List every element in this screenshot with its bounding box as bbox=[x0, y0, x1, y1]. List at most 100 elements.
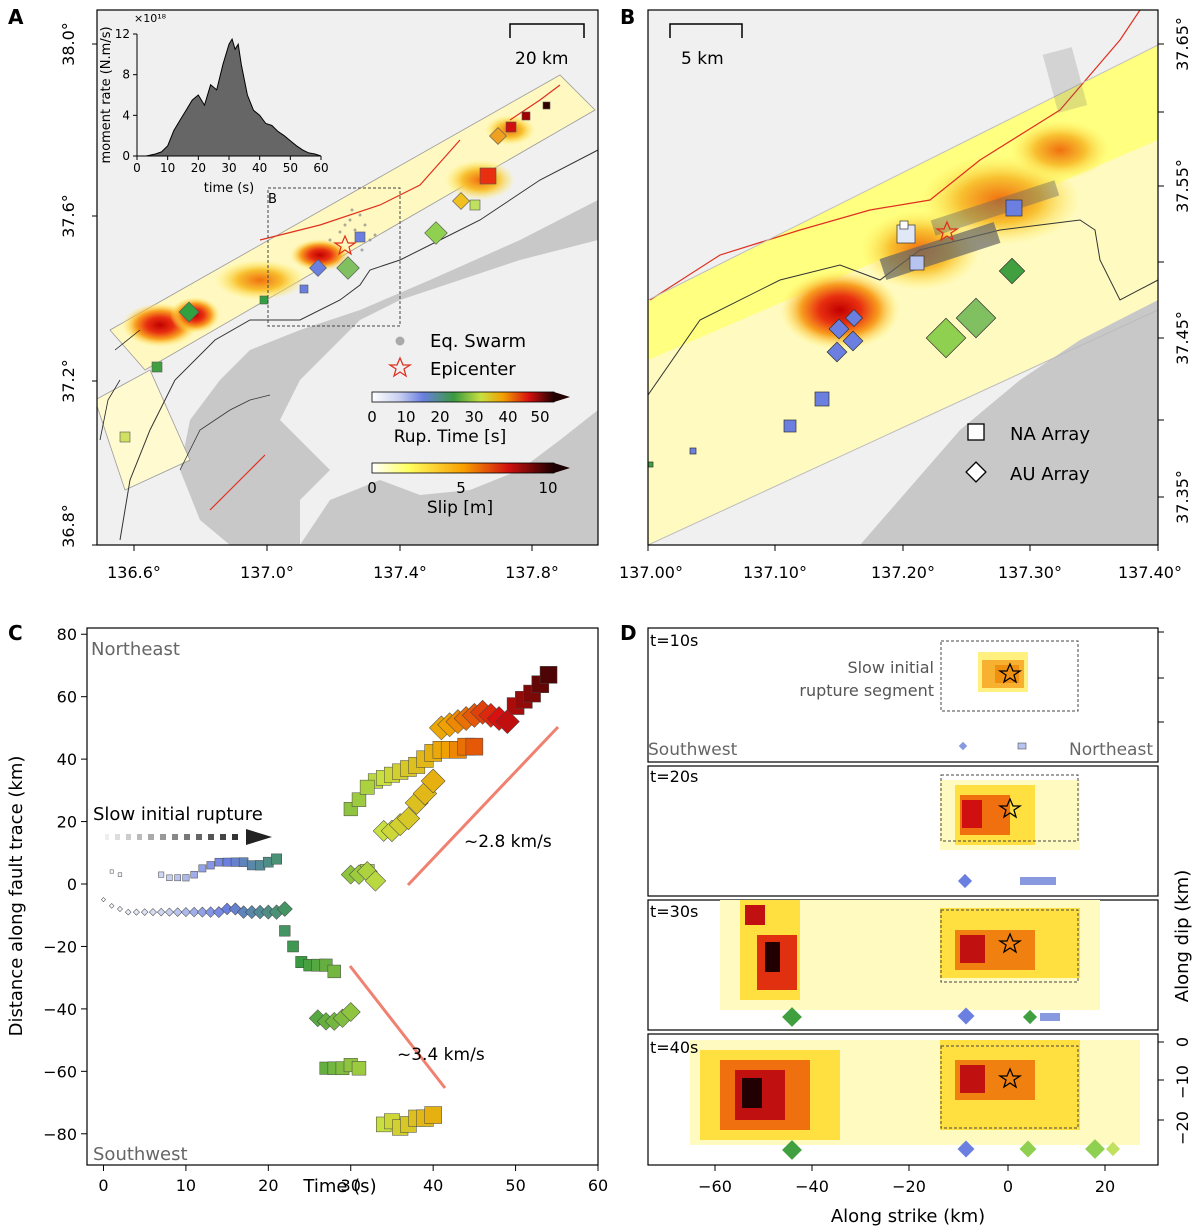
au-point bbox=[260, 904, 276, 920]
epicenter-icon bbox=[387, 356, 413, 378]
panel-c-points bbox=[101, 666, 558, 1136]
d-ylabel: Along dip (km) bbox=[1172, 870, 1193, 1002]
na-point bbox=[117, 872, 123, 877]
lat-tick-a: 38.0° bbox=[59, 22, 78, 66]
lat-tick-b: 37.45° bbox=[1173, 311, 1192, 365]
na-point bbox=[539, 666, 558, 684]
epicenter-icon-b bbox=[934, 220, 960, 242]
c-xtick: 30 bbox=[341, 1176, 361, 1195]
speed-line-1 bbox=[406, 725, 560, 887]
cbar-rup-tick: 40 bbox=[498, 408, 517, 426]
d-xtick: −60 bbox=[698, 1177, 732, 1196]
cbar-rup-tick: 20 bbox=[430, 408, 449, 426]
inset-b-label: B bbox=[268, 192, 277, 207]
lon-tick-a: 137.0° bbox=[240, 563, 294, 582]
d-xtick: −20 bbox=[892, 1177, 926, 1196]
au-point bbox=[140, 908, 149, 916]
scale-bar-a bbox=[509, 23, 585, 38]
northeast-label-d: Northeast bbox=[1069, 740, 1153, 760]
na-point bbox=[465, 737, 484, 756]
southwest-label-c: Southwest bbox=[93, 1144, 188, 1165]
au-point bbox=[494, 709, 520, 735]
c-ytick: 20 bbox=[57, 813, 77, 832]
au-point bbox=[148, 908, 157, 917]
na-point bbox=[222, 857, 232, 867]
moment-xtick: 60 bbox=[313, 161, 328, 175]
d-ytick: 0 bbox=[1173, 1037, 1192, 1047]
c-xtick: 60 bbox=[588, 1176, 608, 1195]
au-point bbox=[220, 902, 234, 916]
moment-xlabel: time (s) bbox=[204, 181, 254, 196]
na-point bbox=[327, 964, 341, 979]
speed-label-1: ~2.8 km/s bbox=[464, 832, 552, 852]
cbar-slip-tick: 5 bbox=[456, 479, 466, 497]
au-point bbox=[196, 906, 208, 918]
c-ylabel: Distance along fault trace (km) bbox=[6, 756, 27, 1037]
lon-tick-a: 137.4° bbox=[373, 563, 427, 582]
c-xtick: 0 bbox=[98, 1176, 108, 1195]
slow-seg-line2: rupture segment bbox=[799, 681, 934, 700]
cbar-slip-tick: 10 bbox=[538, 479, 557, 497]
au-point bbox=[236, 905, 251, 919]
moment-ylabel: moment rate (N.m/s) bbox=[99, 26, 114, 163]
moment-xtick: 40 bbox=[252, 161, 267, 175]
swarm-icon bbox=[395, 336, 405, 346]
frame-label: t=20s bbox=[650, 767, 698, 786]
northeast-label-c: Northeast bbox=[91, 639, 180, 660]
na-point bbox=[271, 853, 282, 865]
speed-label-2: ~3.4 km/s bbox=[397, 1045, 485, 1065]
c-xtick: 40 bbox=[423, 1176, 443, 1195]
au-point bbox=[180, 907, 191, 918]
na-point bbox=[230, 857, 240, 867]
legend-swarm: Eq. Swarm bbox=[430, 331, 526, 352]
na-point bbox=[198, 864, 207, 873]
na-point bbox=[359, 779, 375, 795]
moment-xtick: 0 bbox=[133, 161, 141, 175]
frame-label: t=10s bbox=[650, 631, 698, 650]
na-point bbox=[351, 792, 367, 807]
au-point bbox=[252, 904, 268, 920]
c-ytick: −60 bbox=[43, 1062, 77, 1081]
au-point bbox=[101, 897, 106, 903]
na-array-icon bbox=[967, 423, 985, 441]
speed-line-2 bbox=[348, 965, 447, 1089]
na-point bbox=[166, 874, 173, 881]
colorbar-slip bbox=[371, 462, 555, 474]
panel-a-label: A bbox=[8, 5, 24, 29]
lat-tick-b: 37.55° bbox=[1173, 159, 1192, 213]
au-point bbox=[204, 906, 217, 918]
au-point bbox=[188, 906, 200, 918]
c-ytick: 0 bbox=[67, 875, 77, 894]
au-point bbox=[364, 870, 387, 892]
cbar-rup-label: Rup. Time [s] bbox=[394, 427, 507, 447]
au-point bbox=[396, 806, 421, 831]
c-xlabel: Time (s) bbox=[302, 1176, 376, 1197]
c-xtick: 20 bbox=[258, 1176, 278, 1195]
slow-rupture-arrow bbox=[105, 829, 272, 845]
lon-tick-b: 137.20° bbox=[871, 563, 935, 582]
slow-seg-line1: Slow initial bbox=[847, 658, 934, 677]
d-xlabel: Along strike (km) bbox=[831, 1206, 985, 1227]
legend-na: NA Array bbox=[1010, 424, 1090, 445]
cbar-rup-tick: 50 bbox=[530, 408, 549, 426]
panel-d-label: D bbox=[620, 621, 637, 645]
ocean-a bbox=[300, 410, 598, 545]
au-point bbox=[124, 908, 132, 916]
c-ytick: 80 bbox=[57, 625, 77, 644]
c-ytick: −80 bbox=[43, 1125, 77, 1144]
scale-bar-b bbox=[669, 23, 743, 38]
lon-tick-b: 137.40° bbox=[1118, 563, 1182, 582]
legend-au: AU Array bbox=[1010, 464, 1090, 485]
au-point bbox=[116, 906, 123, 912]
c-ytick: 40 bbox=[57, 750, 77, 769]
c-xtick: 10 bbox=[176, 1176, 196, 1195]
c-ytick: 60 bbox=[57, 688, 77, 707]
au-point bbox=[132, 908, 140, 916]
na-point bbox=[174, 874, 181, 882]
moment-multiplier: ×10¹⁸ bbox=[134, 12, 167, 25]
cbar-rup-tick: 10 bbox=[396, 408, 415, 426]
moment-xtick: 10 bbox=[160, 161, 175, 175]
moment-xtick: 50 bbox=[283, 161, 298, 175]
c-xtick: 50 bbox=[505, 1176, 525, 1195]
